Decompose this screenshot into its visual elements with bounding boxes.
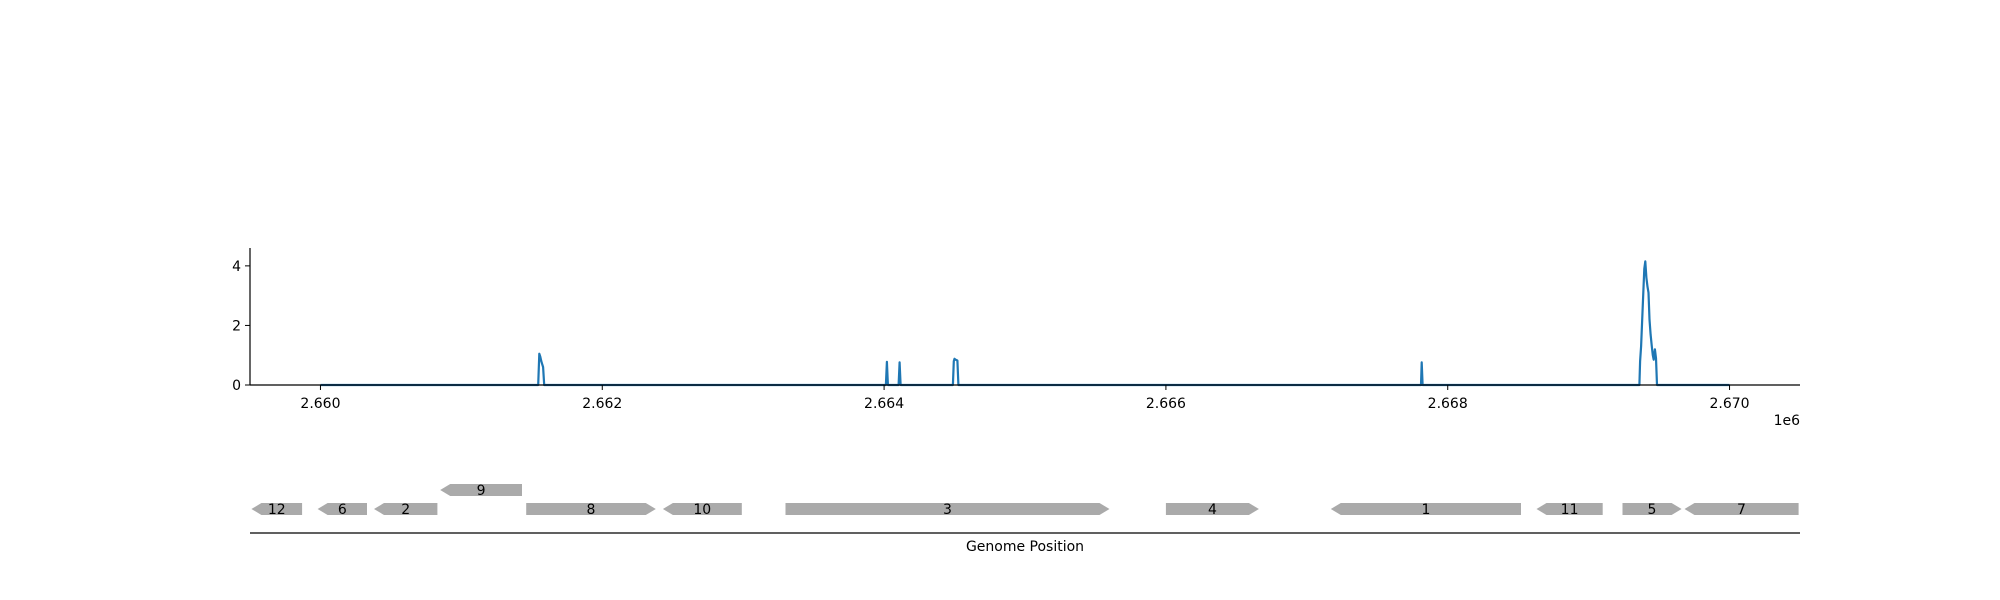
gene-arrow-11 — [1536, 503, 1603, 515]
gene-label-7: 7 — [1737, 502, 1746, 518]
gene-label-2: 2 — [401, 502, 410, 518]
gene-arrow-12 — [251, 503, 303, 515]
gene-arrow-2 — [374, 503, 438, 515]
gene-arrow-10 — [662, 503, 742, 515]
x-tick-label: 2.668 — [1428, 396, 1468, 412]
gene-label-9: 9 — [477, 483, 486, 499]
x-tick-label: 2.660 — [300, 396, 340, 412]
gene-label-12: 12 — [268, 502, 286, 518]
gene-label-3: 3 — [943, 502, 952, 518]
y-axis-ticks: 0 2 4 — [232, 259, 250, 394]
gene-arrow-1 — [1330, 503, 1521, 515]
x-tick-label: 2.664 — [864, 396, 904, 412]
gene-label-10: 10 — [693, 502, 711, 518]
gene-label-4: 4 — [1208, 502, 1217, 518]
gene-label-8: 8 — [587, 502, 596, 518]
gene-arrow-6 — [317, 503, 367, 515]
y-tick-label: 0 — [232, 378, 241, 394]
gene-arrow-4 — [1165, 503, 1259, 515]
y-tick-label: 4 — [232, 259, 241, 275]
gene-arrow-3 — [785, 503, 1110, 515]
coverage-panel: 2.660 2.662 2.664 2.666 2.668 2.670 0 2 4 1e6 — [232, 248, 1800, 429]
x-tick-label: 2.666 — [1146, 396, 1186, 412]
gene-track-panel: 12 6 298 10 3 4 1 11 5 7 Genome Position — [250, 483, 1800, 555]
gene-arrow-9 — [440, 484, 522, 496]
gene-label-6: 6 — [338, 502, 347, 518]
gene-features: 12 6 298 10 3 4 1 11 5 7 — [251, 483, 1799, 518]
gene-arrow-5 — [1622, 503, 1682, 515]
x-tick-label: 2.662 — [582, 396, 622, 412]
coverage-line — [320, 260, 1730, 387]
gene-arrow-7 — [1684, 503, 1799, 515]
gene-label-1: 1 — [1421, 502, 1430, 518]
coverage-series — [320, 260, 1730, 387]
gene-label-5: 5 — [1648, 502, 1657, 518]
gene-label-11: 11 — [1561, 502, 1579, 518]
x-tick-label: 2.670 — [1709, 396, 1749, 412]
x-axis-ticks: 2.660 2.662 2.664 2.666 2.668 2.670 — [300, 385, 1750, 412]
x-axis-offset-label: 1e6 — [1774, 413, 1801, 429]
x-axis-label: Genome Position — [966, 539, 1084, 555]
gene-arrow-8 — [526, 503, 656, 515]
y-tick-label: 2 — [232, 318, 241, 334]
